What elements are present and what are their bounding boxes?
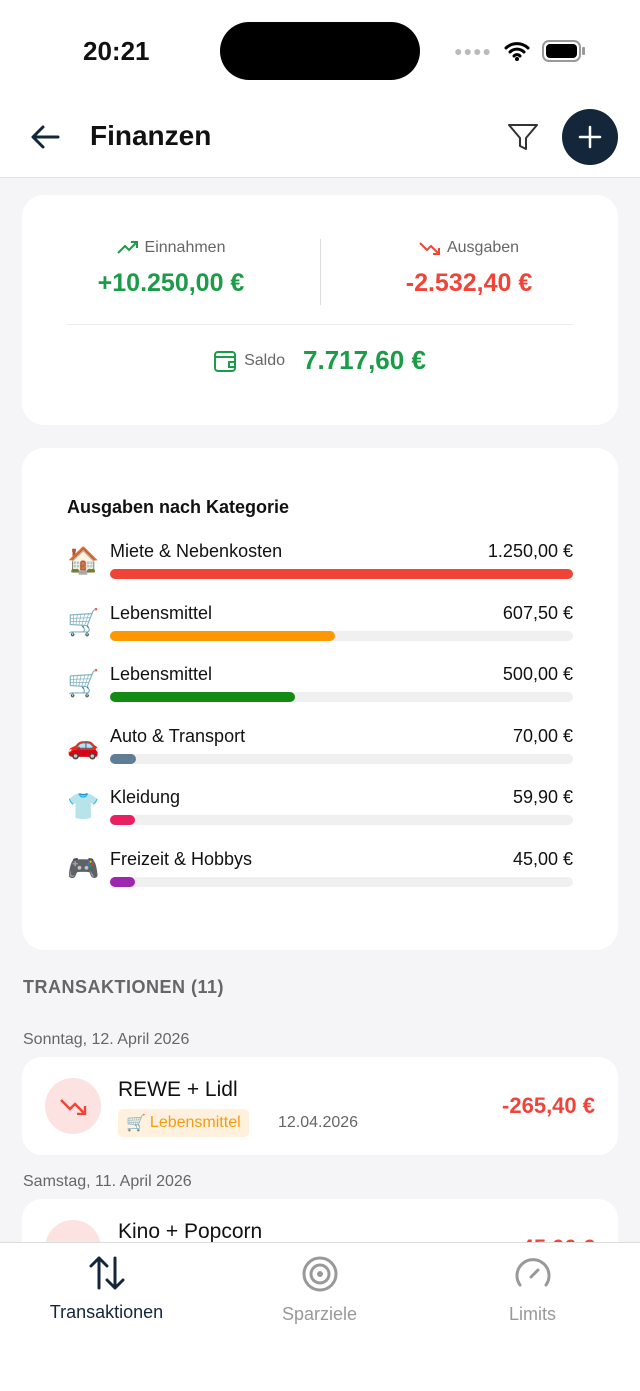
balance-label: Saldo [244, 351, 286, 369]
trending-down-icon [60, 1099, 87, 1115]
divider [67, 324, 573, 325]
status-bar: 20:21 ●●●● [0, 0, 640, 100]
income-value: +10.250,00 € [97, 269, 245, 297]
category-emoji-icon: 🛒 [67, 668, 100, 698]
category-progress-fill [110, 876, 136, 887]
category-name: Freizeit & Hobbys [110, 848, 253, 869]
category-progress-fill [110, 815, 136, 825]
category-name: Miete & Nebenkosten [110, 541, 283, 561]
wallet-icon [214, 350, 237, 372]
battery-icon [542, 40, 585, 62]
tab-transactions[interactable]: Transaktionen [0, 1255, 213, 1323]
plus-icon [578, 125, 602, 149]
category-title: Ausgaben nach Kategorie [67, 497, 290, 517]
category-row: 🛒 Lebensmittel 500,00 € [67, 664, 573, 714]
cart-icon: 🛒 [126, 1115, 146, 1132]
category-progress-bar [110, 630, 573, 641]
category-amount: 70,00 € [512, 725, 573, 746]
page-title: Finanzen [90, 120, 212, 151]
category-progress-fill [110, 569, 573, 579]
category-row: 🎮 Freizeit & Hobbys 45,00 € [67, 849, 573, 899]
transaction-name: Kino + Popcorn [118, 1220, 263, 1243]
category-progress-bar [110, 692, 573, 702]
target-icon [302, 1256, 337, 1292]
wifi-icon [504, 42, 530, 61]
tab-bar: Transaktionen Sparziele Limits [0, 1242, 640, 1391]
category-amount: 45,00 € [512, 848, 573, 869]
tab-limits[interactable]: Limits [426, 1255, 639, 1325]
category-amount: 59,90 € [512, 787, 573, 807]
category-progress-fill [110, 753, 136, 764]
dynamic-island [220, 22, 420, 80]
category-name: Kleidung [110, 787, 181, 807]
income-label: Einnahmen [144, 239, 226, 256]
divider [320, 239, 321, 305]
income-summary: Einnahmen +10.250,00 € [22, 239, 320, 298]
category-emoji-icon: 🎮 [67, 852, 100, 883]
expense-label: Ausgaben [446, 239, 520, 256]
category-row: 👕 Kleidung 59,90 € [67, 787, 573, 837]
swap-arrows-icon [89, 1256, 124, 1290]
transaction-date: 12.04.2026 [278, 1114, 359, 1131]
back-arrow-icon[interactable] [28, 120, 62, 154]
category-emoji-icon: 🛒 [67, 606, 100, 637]
category-progress-bar [110, 569, 573, 579]
category-badge: 🛒 Lebensmittel [118, 1109, 249, 1137]
trending-down-icon [419, 242, 440, 255]
category-progress-fill [110, 630, 336, 641]
category-amount: 607,50 € [502, 602, 573, 623]
category-name: Lebensmittel [110, 602, 213, 623]
clock: 20:21 [83, 36, 150, 66]
add-button[interactable] [562, 109, 618, 165]
category-emoji-icon: 👕 [67, 791, 100, 821]
category-progress-bar [110, 815, 573, 825]
category-emoji-icon: 🏠 [67, 545, 100, 575]
transaction-amount: -265,40 € [502, 1093, 595, 1118]
category-amount: 500,00 € [502, 664, 573, 684]
category-progress-fill [110, 692, 296, 702]
transaction-item[interactable]: REWE + Lidl 🛒 Lebensmittel 12.04.2026 -26… [22, 1057, 618, 1155]
date-header: Sonntag, 12. April 2026 [23, 1031, 190, 1048]
date-header: Samstag, 11. April 2026 [23, 1173, 192, 1190]
category-emoji-icon: 🚗 [67, 729, 100, 760]
app-header: Finanzen [0, 100, 640, 178]
balance-summary: Saldo 7.717,60 € [22, 345, 618, 376]
category-progress-bar [110, 753, 573, 764]
expense-summary: Ausgaben -2.532,40 € [320, 239, 618, 298]
category-amount: 1.250,00 € [487, 541, 573, 561]
expense-value: -2.532,40 € [405, 269, 533, 297]
category-row: 🛒 Lebensmittel 607,50 € [67, 603, 573, 653]
summary-card: Einnahmen +10.250,00 € Ausgaben -2.532,4… [22, 195, 618, 425]
category-row: 🏠 Miete & Nebenkosten 1.250,00 € [67, 541, 573, 591]
balance-value: 7.717,60 € [303, 345, 426, 375]
category-name: Auto & Transport [110, 725, 246, 746]
category-name: Lebensmittel [110, 664, 213, 684]
trending-up-icon [116, 241, 138, 254]
category-row: 🚗 Auto & Transport 70,00 € [67, 726, 573, 776]
filter-icon[interactable] [506, 120, 540, 154]
tab-savings-goals[interactable]: Sparziele [213, 1255, 426, 1325]
gauge-icon [515, 1258, 550, 1287]
transaction-name: REWE + Lidl [118, 1078, 238, 1101]
category-progress-bar [110, 876, 573, 887]
transactions-heading: TRANSAKTIONEN (11) [23, 977, 225, 997]
signal-icon: ●●●● [454, 43, 492, 59]
category-card: Ausgaben nach Kategorie 🏠 Miete & Nebenk… [22, 448, 618, 950]
